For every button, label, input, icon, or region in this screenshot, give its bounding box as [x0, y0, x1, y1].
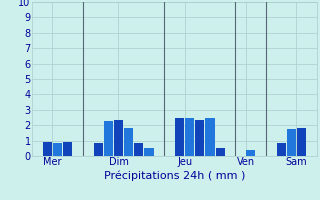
Bar: [43, 142, 52, 156]
Bar: [104, 121, 113, 156]
Bar: [185, 118, 194, 156]
Bar: [246, 150, 255, 156]
Bar: [276, 143, 286, 156]
Bar: [63, 142, 72, 156]
X-axis label: Précipitations 24h ( mm ): Précipitations 24h ( mm ): [104, 170, 245, 181]
Bar: [124, 128, 133, 156]
Bar: [93, 143, 103, 156]
Bar: [205, 117, 215, 156]
Bar: [287, 129, 296, 156]
Bar: [195, 120, 204, 156]
Bar: [114, 120, 123, 156]
Bar: [175, 117, 184, 156]
Bar: [53, 143, 62, 156]
Bar: [144, 148, 154, 156]
Bar: [134, 143, 143, 156]
Bar: [297, 128, 306, 156]
Bar: [216, 148, 225, 156]
